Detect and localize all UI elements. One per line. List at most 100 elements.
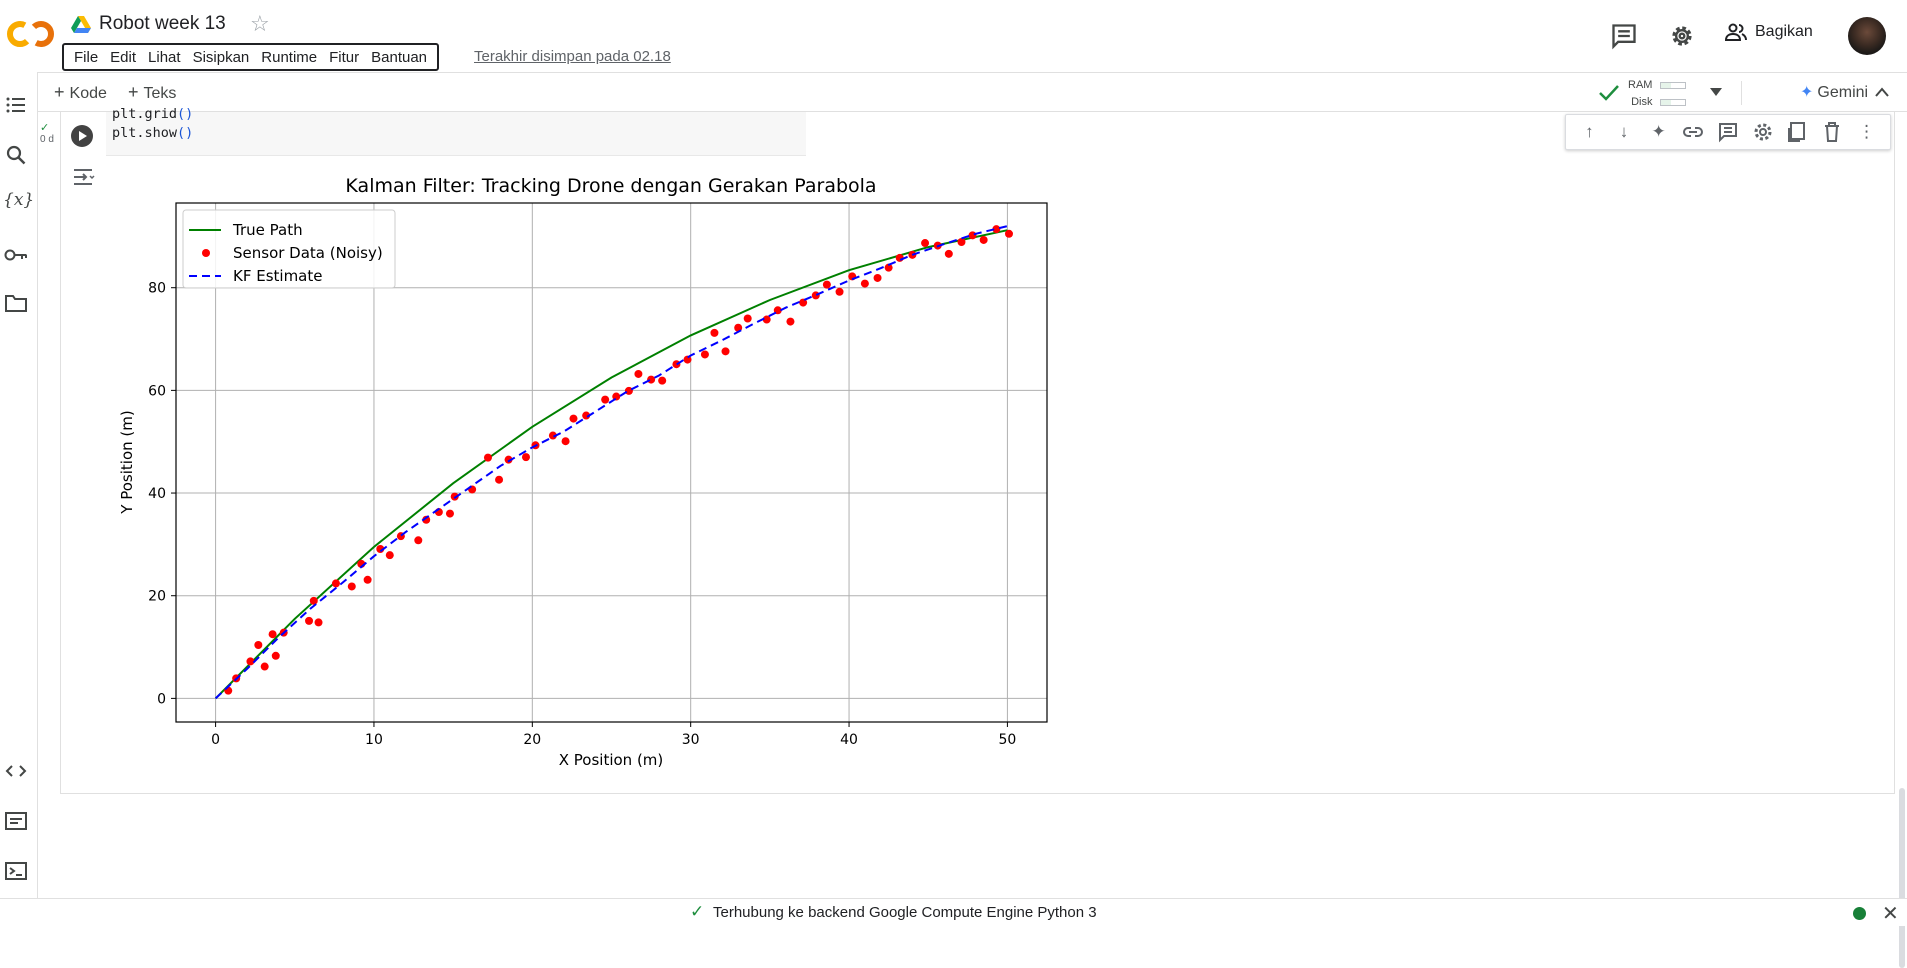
menu-runtime[interactable]: Runtime (261, 48, 318, 66)
legend-sensor-marker (202, 249, 210, 257)
user-avatar[interactable] (1848, 17, 1886, 55)
sensor-data-point (979, 235, 988, 244)
cell-settings-gear-icon[interactable] (1751, 120, 1775, 144)
menu-bar: File Edit Lihat Sisipkan Runtime Fitur B… (62, 43, 440, 71)
people-icon (1725, 23, 1747, 41)
run-cell-button[interactable] (71, 125, 93, 147)
sensor-data-point (521, 453, 530, 462)
sensor-data-point (884, 263, 893, 272)
connection-status-dot[interactable] (1853, 907, 1866, 920)
plot-frame (175, 202, 1048, 723)
sensor-data-point (672, 360, 681, 369)
menu-help[interactable]: Bantuan (371, 48, 428, 66)
y-tick-label: 0 (157, 691, 166, 707)
sensor-data-point (968, 231, 977, 240)
mirror-cell-icon[interactable] (1785, 120, 1809, 144)
sensor-data-point (414, 536, 423, 545)
sensor-data-point (634, 369, 643, 378)
sensor-data-point (957, 238, 966, 247)
code-editor[interactable]: plt.grid() plt.show() (106, 106, 806, 156)
vertical-scrollbar[interactable] (1897, 112, 1907, 968)
secrets-key-icon[interactable] (3, 242, 29, 268)
disk-bar (1660, 98, 1687, 106)
code-line: plt.show() (112, 125, 194, 141)
chart-legend: True Path Sensor Data (Noisy) KF Estimate (182, 209, 396, 289)
x-tick-label: 0 (211, 732, 220, 748)
comment-icon[interactable] (1610, 22, 1638, 50)
gemini-cell-sparkle-icon[interactable]: ✦ (1651, 122, 1666, 141)
delete-trash-icon[interactable] (1820, 120, 1844, 144)
ram-disk-indicator[interactable]: RAM Disk (1628, 77, 1687, 111)
add-text-button[interactable]: + Teks (128, 82, 177, 102)
sensor-data-point (504, 455, 513, 464)
code-snippets-icon[interactable] (3, 758, 29, 784)
sensor-data-point (483, 453, 492, 462)
y-axis-label: Y Position (m) (118, 410, 136, 514)
menu-edit[interactable]: Edit (110, 48, 137, 66)
last-saved-link[interactable]: Terakhir disimpan pada 02.18 (474, 48, 671, 65)
sensor-data-point (773, 306, 782, 315)
sensor-data-point (992, 225, 1001, 234)
x-tick-label: 40 (840, 732, 858, 748)
chart-series (214, 225, 1013, 700)
menu-view[interactable]: Lihat (148, 48, 181, 66)
share-button[interactable]: Bagikan (1725, 22, 1813, 42)
sensor-data-point (385, 551, 394, 560)
sensor-data-point (658, 376, 667, 385)
terminal-icon[interactable] (3, 858, 29, 884)
table-of-contents-icon[interactable] (3, 92, 29, 118)
toolbar-divider (1741, 81, 1742, 105)
notebook-title[interactable]: Robot week 13 (99, 13, 226, 34)
kalman-plot: Kalman Filter: Tracking Drone dengan Ger… (118, 175, 1048, 769)
connected-check-icon (1599, 85, 1619, 101)
star-icon[interactable]: ☆ (250, 11, 270, 36)
menu-tools[interactable]: Fitur (329, 48, 360, 66)
cell-comment-icon[interactable] (1716, 120, 1740, 144)
sensor-data-point (647, 375, 656, 384)
menu-file[interactable]: File (74, 48, 99, 66)
menu-insert[interactable]: Sisipkan (192, 48, 250, 66)
scroll-thumb[interactable] (1899, 788, 1905, 968)
status-check-icon: ✓ (690, 902, 705, 921)
sensor-data-point (786, 317, 795, 326)
sensor-data-point (314, 618, 323, 627)
execution-status: ✓ 0 d (40, 122, 54, 146)
add-code-button[interactable]: + Kode (54, 82, 107, 102)
runtime-dropdown-icon[interactable] (1709, 87, 1723, 97)
sensor-data-point (822, 280, 831, 289)
add-text-label: Teks (143, 85, 177, 102)
sensor-data-point (495, 475, 504, 484)
disk-label: Disk (1631, 96, 1653, 108)
move-down-icon[interactable]: ↓ (1619, 122, 1629, 141)
move-up-icon[interactable]: ↑ (1585, 122, 1594, 141)
sensor-data-point (260, 662, 269, 671)
kf-estimate-line (214, 225, 1008, 700)
sensor-data-point (582, 411, 591, 420)
status-bar: ✓ Terhubung ke backend Google Compute En… (0, 898, 1907, 926)
variables-icon[interactable]: {x} (3, 190, 35, 210)
gemini-sparkle-icon: ✦ (1800, 84, 1814, 101)
sensor-data-point (422, 515, 431, 524)
exec-time: 0 d (40, 134, 54, 145)
sensor-data-point (254, 640, 263, 649)
files-folder-icon[interactable] (3, 290, 29, 316)
collapse-header-icon[interactable] (1874, 85, 1890, 99)
add-code-label: Kode (69, 85, 107, 102)
share-label: Bagikan (1755, 23, 1813, 40)
legend-label: KF Estimate (233, 267, 323, 285)
x-tick-label: 10 (365, 732, 383, 748)
more-options-icon[interactable]: ⋮ (1858, 122, 1876, 141)
sensor-data-point (548, 431, 557, 440)
search-icon[interactable] (3, 142, 29, 168)
sensor-data-point (569, 414, 578, 423)
command-palette-icon[interactable] (3, 808, 29, 834)
close-icon[interactable]: ✕ (1882, 903, 1899, 925)
y-tick-label: 40 (148, 486, 166, 502)
settings-gear-icon[interactable] (1668, 22, 1696, 50)
gemini-button[interactable]: ✦ Gemini (1800, 82, 1868, 102)
colab-logo[interactable] (6, 18, 56, 50)
sensor-data-point (347, 582, 356, 591)
sensor-data-point (305, 616, 314, 625)
output-actions-icon[interactable] (71, 166, 97, 188)
link-icon[interactable] (1681, 120, 1705, 144)
